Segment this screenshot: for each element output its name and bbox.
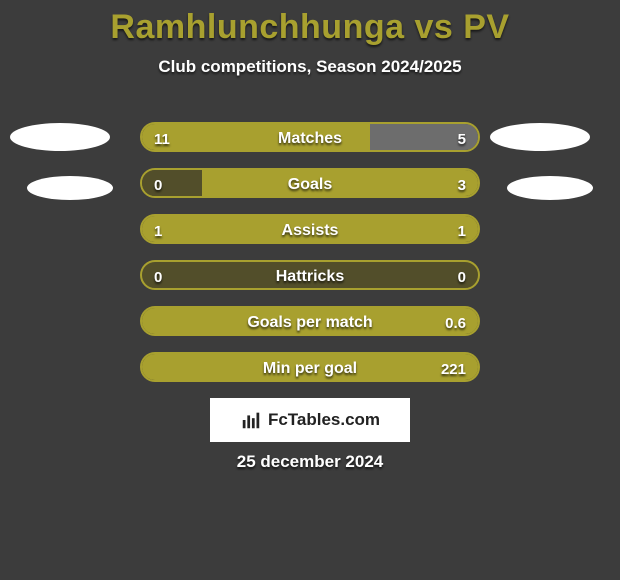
stat-row: 115Matches: [140, 122, 480, 152]
stat-row: 00Hattricks: [140, 260, 480, 290]
stat-label: Matches: [142, 124, 478, 152]
date-text: 25 december 2024: [0, 452, 620, 472]
right-avatar-ellipse: [490, 123, 590, 151]
stat-label: Min per goal: [142, 354, 478, 382]
left-avatar-ellipse: [10, 123, 110, 151]
stat-label: Goals: [142, 170, 478, 198]
stat-row: 221Min per goal: [140, 352, 480, 382]
stat-row: 0.6Goals per match: [140, 306, 480, 336]
chart-icon: [240, 409, 262, 431]
subtitle: Club competitions, Season 2024/2025: [0, 57, 620, 77]
page-title: Ramhlunchhunga vs PV: [0, 0, 620, 47]
source-badge-text: FcTables.com: [268, 410, 380, 430]
stat-label: Goals per match: [142, 308, 478, 336]
stat-row: 03Goals: [140, 168, 480, 198]
stat-label: Assists: [142, 216, 478, 244]
stat-row: 11Assists: [140, 214, 480, 244]
source-badge: FcTables.com: [210, 398, 410, 442]
left-avatar-ellipse: [27, 176, 113, 200]
stat-label: Hattricks: [142, 262, 478, 290]
right-avatar-ellipse: [507, 176, 593, 200]
stats-container: 115Matches 03Goals 11Assists 00Hattricks 0.6…: [140, 122, 480, 398]
